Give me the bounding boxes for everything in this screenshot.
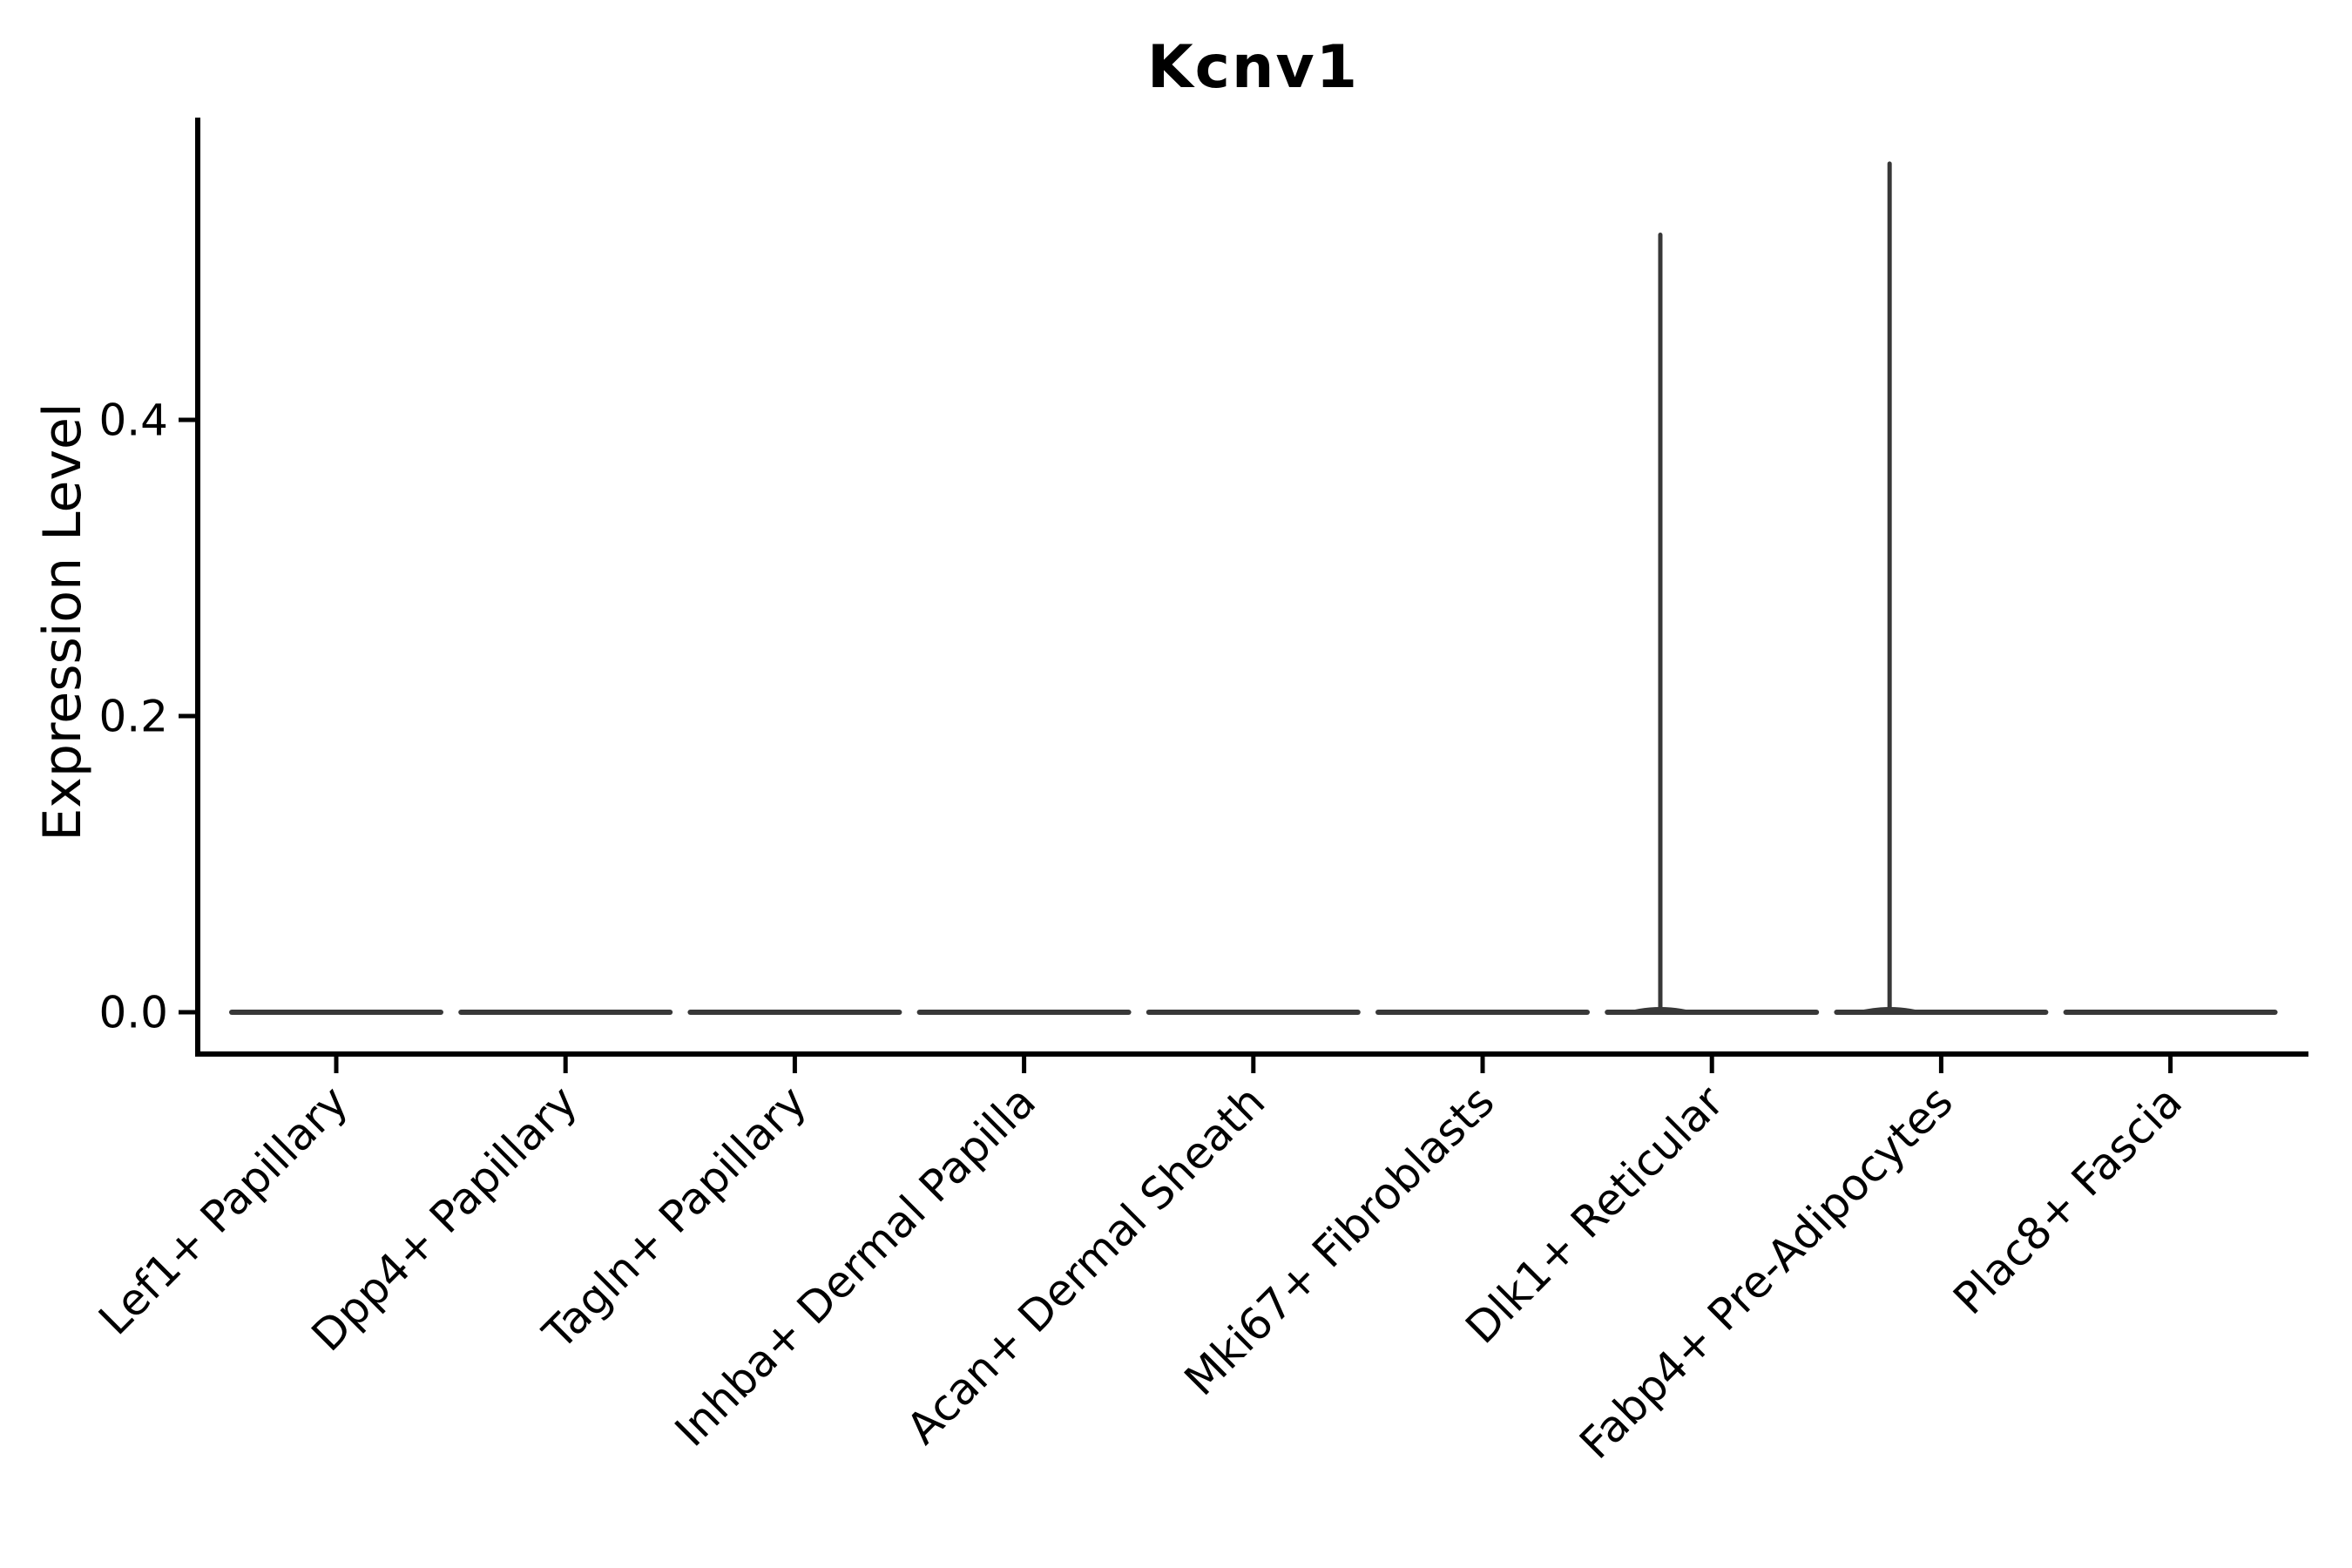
x-tick-label: Plac8+ Fascia (1943, 1076, 2192, 1324)
y-tick-label: 0.4 (98, 395, 168, 446)
x-tick-label: Lef1+ Papillary (89, 1076, 357, 1344)
y-tick-label: 0.2 (98, 692, 168, 742)
x-tick-label: Fabp4+ Pre-Adipocytes (1570, 1076, 1963, 1469)
y-tick-label: 0.0 (98, 988, 168, 1038)
chart-title: Kcnv1 (1146, 33, 1360, 102)
